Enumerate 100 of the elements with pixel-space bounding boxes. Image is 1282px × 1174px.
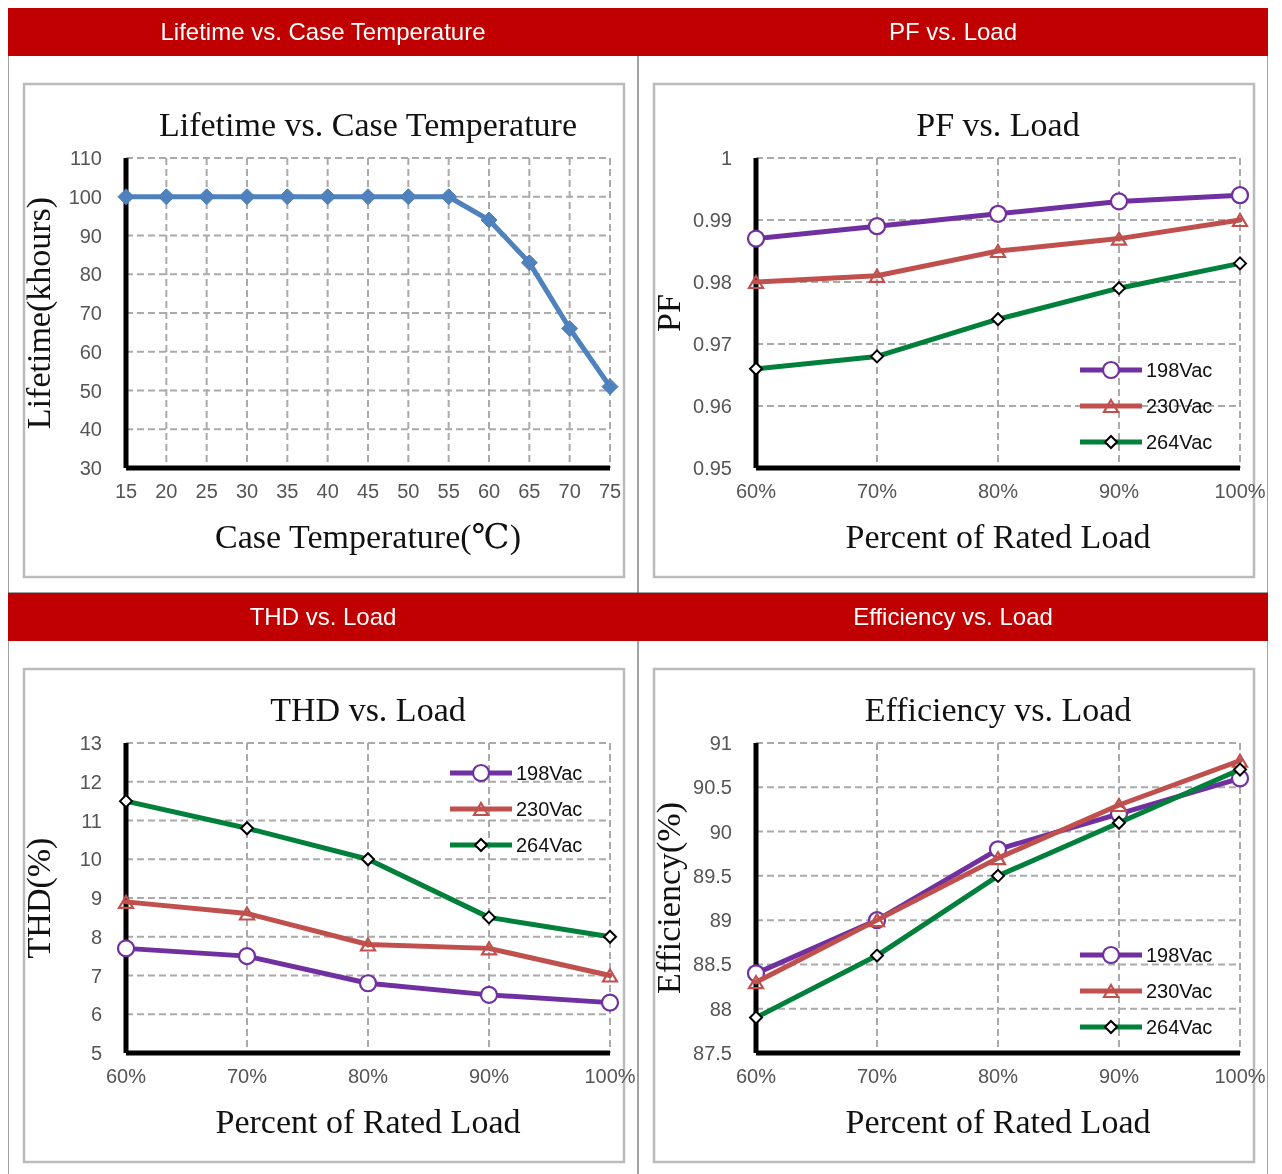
point: [867, 217, 887, 236]
y-tick-label: 8: [90, 925, 102, 948]
y-tick-label: 89.5: [693, 864, 732, 887]
point: [479, 985, 499, 1004]
x-tick-label: 100%: [1214, 480, 1266, 502]
chart-title: THD vs. Load: [249, 603, 397, 631]
point: [1230, 186, 1250, 205]
x-tick-label: 80%: [347, 1065, 389, 1087]
x-tick-label: 100%: [1214, 1065, 1266, 1087]
x-tick-label: 30: [235, 480, 259, 502]
point: [746, 229, 766, 248]
x-tick-label: 90%: [1098, 480, 1140, 502]
point: [989, 851, 1007, 866]
y-tick-label: 89: [709, 909, 732, 932]
x-tick-label: 60%: [105, 1065, 147, 1087]
x-tick-label: 65: [518, 480, 541, 502]
x-tick-label: 55: [437, 480, 460, 502]
x-tick-label: 45: [356, 480, 380, 502]
point: [520, 254, 538, 272]
y-tick-label: 90.5: [693, 776, 732, 799]
y-tick-label: 12: [79, 770, 102, 793]
point: [601, 378, 619, 396]
y-tick-label: 40: [79, 418, 102, 441]
legend-label: 198Vac: [1146, 359, 1213, 381]
legend-label: 230Vac: [1146, 980, 1213, 1002]
chart-subtitle: PF vs. Load: [916, 106, 1080, 143]
legend-label: 264Vac: [1146, 1016, 1213, 1038]
chart-subtitle: Efficiency vs. Load: [864, 691, 1132, 728]
x-axis-title: Case Temperature(℃): [215, 518, 521, 556]
point: [1110, 231, 1128, 246]
point: [238, 906, 256, 921]
x-tick-label: 15: [114, 480, 138, 502]
point: [116, 939, 136, 958]
y-tick-label: 0.96: [693, 395, 732, 417]
chart-title: Efficiency vs. Load: [853, 603, 1053, 631]
y-tick-label: 88: [709, 997, 732, 1020]
x-axis-title: Percent of Rated Load: [215, 1103, 521, 1140]
chart-subtitle: Lifetime vs. Case Temperature: [158, 106, 578, 143]
point: [1231, 212, 1249, 228]
x-tick-label: 50: [397, 480, 420, 502]
x-tick-label: 70%: [226, 1065, 268, 1087]
y-tick-label: 0.97: [693, 333, 732, 355]
y-axis-title: Efficiency(%): [650, 802, 688, 994]
x-tick-label: 60: [477, 480, 501, 502]
point: [358, 974, 378, 993]
y-tick-label: 50: [79, 379, 102, 402]
point: [440, 188, 458, 206]
y-axis-title: THD(%): [20, 837, 58, 959]
x-axis-title: Percent of Rated Load: [845, 518, 1151, 555]
legend-label: 198Vac: [1146, 944, 1213, 966]
point: [747, 975, 765, 990]
y-tick-label: 60: [79, 340, 102, 363]
x-tick-label: 20: [155, 480, 178, 502]
x-tick-label: 60%: [735, 1065, 777, 1087]
y-tick-label: 91: [709, 732, 732, 754]
y-tick-label: 6: [90, 1003, 102, 1026]
y-tick-label: 90: [79, 224, 102, 247]
point: [561, 320, 579, 337]
point: [359, 937, 377, 952]
y-tick-label: 100: [68, 185, 102, 208]
y-tick-label: 80: [79, 263, 102, 286]
legend-label: 264Vac: [516, 834, 583, 856]
x-tick-label: 35: [276, 480, 299, 502]
point: [747, 274, 765, 290]
point: [1231, 753, 1249, 768]
x-tick-label: 90%: [468, 1065, 510, 1087]
y-tick-label: 11: [81, 809, 102, 832]
point: [1109, 192, 1129, 211]
y-tick-label: 13: [79, 732, 102, 754]
x-tick-label: 60%: [735, 480, 777, 502]
y-tick-label: 0.99: [693, 209, 732, 231]
point: [117, 894, 135, 909]
x-tick-label: 70%: [856, 480, 898, 502]
chart-title: Lifetime vs. Case Temperature: [160, 18, 486, 46]
y-tick-label: 1: [720, 147, 732, 169]
x-tick-label: 70%: [856, 1065, 898, 1087]
y-tick-label: 88.5: [693, 953, 732, 976]
legend-label: 230Vac: [516, 798, 583, 820]
x-tick-label: 100%: [584, 1065, 636, 1087]
y-tick-label: 5: [90, 1042, 102, 1064]
point: [601, 968, 619, 983]
point: [988, 204, 1008, 223]
y-axis-title: PF: [650, 294, 687, 332]
y-tick-label: 87.5: [693, 1042, 732, 1064]
y-tick-label: 9: [90, 887, 102, 909]
point: [480, 941, 498, 956]
point: [1110, 797, 1128, 813]
y-tick-label: 70: [79, 302, 102, 324]
x-tick-label: 70: [558, 480, 581, 502]
x-tick-label: 75: [598, 480, 622, 502]
y-tick-label: 0.98: [693, 271, 732, 293]
point: [868, 268, 886, 283]
chart-title: PF vs. Load: [888, 18, 1018, 46]
x-tick-label: 40: [316, 480, 339, 502]
y-tick-label: 0.95: [693, 457, 732, 479]
y-tick-label: 7: [90, 964, 102, 987]
point: [237, 947, 257, 966]
y-axis-title: Lifetime(khours): [20, 196, 58, 430]
point: [480, 211, 498, 229]
point: [238, 188, 256, 206]
